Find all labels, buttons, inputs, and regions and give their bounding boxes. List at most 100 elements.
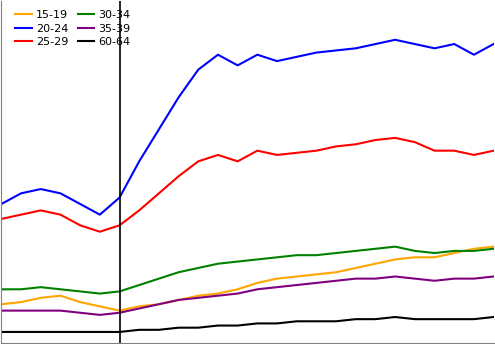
- 30-34: [77, 289, 83, 293]
- 35-39: [176, 298, 182, 302]
- 30-34: [254, 257, 260, 261]
- 35-39: [412, 277, 418, 281]
- Line: 25-29: 25-29: [1, 138, 494, 232]
- 25-29: [294, 151, 299, 155]
- 25-29: [333, 144, 339, 149]
- 25-29: [97, 230, 103, 234]
- 35-39: [116, 311, 122, 315]
- 25-29: [156, 191, 162, 195]
- 25-29: [373, 138, 379, 142]
- 15-19: [77, 300, 83, 304]
- 60-64: [294, 319, 299, 323]
- 60-64: [38, 330, 44, 334]
- 35-39: [313, 281, 319, 285]
- 30-34: [215, 262, 221, 266]
- Legend: 15-19, 20-24, 25-29, 30-34, 35-39, 60-64: 15-19, 20-24, 25-29, 30-34, 35-39, 60-64: [12, 7, 134, 50]
- 15-19: [215, 291, 221, 295]
- 60-64: [313, 319, 319, 323]
- 60-64: [491, 315, 495, 319]
- 60-64: [235, 323, 241, 327]
- 25-29: [353, 142, 359, 146]
- 60-64: [353, 317, 359, 321]
- 15-19: [97, 304, 103, 309]
- 15-19: [392, 257, 398, 261]
- 20-24: [196, 67, 201, 72]
- 60-64: [97, 330, 103, 334]
- 35-39: [333, 279, 339, 283]
- 25-29: [491, 149, 495, 153]
- 35-39: [392, 275, 398, 279]
- 60-64: [412, 317, 418, 321]
- 15-19: [274, 277, 280, 281]
- 30-34: [235, 259, 241, 264]
- 15-19: [313, 272, 319, 277]
- 20-24: [116, 195, 122, 200]
- 35-39: [136, 307, 142, 311]
- 20-24: [392, 38, 398, 42]
- 20-24: [176, 95, 182, 99]
- 25-29: [412, 140, 418, 144]
- 25-29: [77, 223, 83, 227]
- 30-34: [57, 287, 63, 291]
- 20-24: [274, 59, 280, 63]
- 60-64: [254, 321, 260, 325]
- 15-19: [353, 266, 359, 270]
- 15-19: [432, 255, 438, 259]
- 30-34: [38, 285, 44, 289]
- 30-34: [116, 289, 122, 293]
- 30-34: [156, 277, 162, 281]
- 35-39: [451, 277, 457, 281]
- 15-19: [451, 251, 457, 255]
- 35-39: [491, 275, 495, 279]
- 20-24: [156, 127, 162, 131]
- 35-39: [77, 311, 83, 315]
- 20-24: [373, 42, 379, 46]
- 35-39: [353, 277, 359, 281]
- 20-24: [313, 51, 319, 55]
- 20-24: [235, 63, 241, 67]
- 20-24: [0, 202, 4, 206]
- 30-34: [196, 266, 201, 270]
- 30-34: [353, 249, 359, 253]
- 30-34: [471, 249, 477, 253]
- 25-29: [235, 159, 241, 163]
- 60-64: [0, 330, 4, 334]
- 60-64: [176, 326, 182, 330]
- 30-34: [97, 291, 103, 295]
- 35-39: [0, 309, 4, 313]
- 60-64: [451, 317, 457, 321]
- 25-29: [116, 223, 122, 227]
- 60-64: [156, 328, 162, 332]
- 25-29: [471, 153, 477, 157]
- 30-34: [412, 249, 418, 253]
- 30-34: [373, 247, 379, 251]
- 20-24: [18, 191, 24, 195]
- 60-64: [196, 326, 201, 330]
- 60-64: [274, 321, 280, 325]
- 20-24: [353, 46, 359, 50]
- 15-19: [333, 270, 339, 274]
- 60-64: [215, 323, 221, 327]
- 20-24: [412, 42, 418, 46]
- 60-64: [432, 317, 438, 321]
- 25-29: [57, 213, 63, 217]
- 60-64: [57, 330, 63, 334]
- 20-24: [471, 53, 477, 57]
- 20-24: [491, 42, 495, 46]
- 35-39: [215, 294, 221, 298]
- 35-39: [97, 313, 103, 317]
- 15-19: [18, 300, 24, 304]
- 15-19: [471, 247, 477, 251]
- 30-34: [18, 287, 24, 291]
- 25-29: [313, 149, 319, 153]
- 30-34: [333, 251, 339, 255]
- 25-29: [451, 149, 457, 153]
- 60-64: [77, 330, 83, 334]
- Line: 30-34: 30-34: [1, 247, 494, 293]
- 20-24: [432, 46, 438, 50]
- 20-24: [38, 187, 44, 191]
- 25-29: [176, 174, 182, 178]
- 60-64: [333, 319, 339, 323]
- 25-29: [196, 159, 201, 163]
- 20-24: [215, 53, 221, 57]
